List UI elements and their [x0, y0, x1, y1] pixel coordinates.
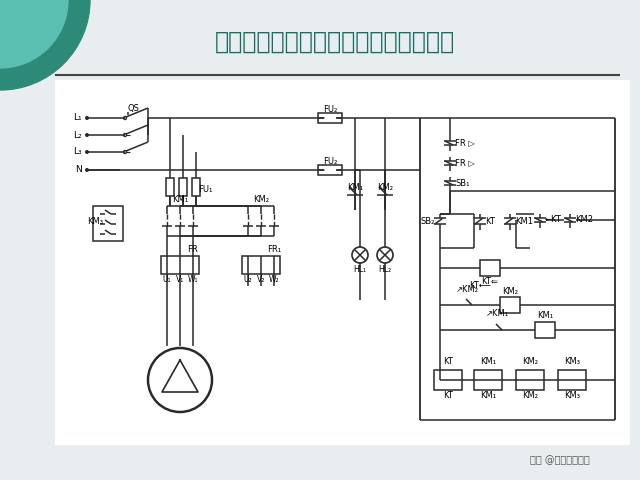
Text: FR ▷: FR ▷ — [455, 139, 475, 147]
Text: V₁: V₁ — [176, 276, 184, 285]
Bar — [55, 80, 630, 445]
Bar — [55, 80, 630, 445]
Text: KM1: KM1 — [515, 216, 533, 226]
Text: KM₃: KM₃ — [87, 216, 103, 226]
Text: FR₁: FR₁ — [267, 244, 281, 253]
Bar — [318, 113, 342, 123]
Text: L₁: L₁ — [74, 113, 82, 122]
Bar — [480, 260, 500, 276]
Text: KM₂: KM₂ — [522, 358, 538, 367]
Text: KM₂: KM₂ — [522, 392, 538, 400]
Text: KM₃: KM₃ — [564, 358, 580, 367]
Text: SB₁: SB₁ — [455, 179, 470, 188]
Text: L₂: L₂ — [74, 131, 82, 140]
Text: KM₁: KM₁ — [480, 358, 496, 367]
Bar — [318, 165, 342, 175]
Text: 时间继电器切换的双速电动机控制线路: 时间继电器切换的双速电动机控制线路 — [215, 30, 455, 54]
Bar — [434, 370, 462, 390]
Text: W₁: W₁ — [188, 276, 198, 285]
Bar — [500, 297, 520, 313]
Circle shape — [85, 116, 89, 120]
Bar — [179, 178, 187, 196]
Text: FU₁: FU₁ — [198, 185, 212, 194]
Text: KM₂: KM₂ — [377, 182, 393, 192]
Text: KT: KT — [443, 392, 453, 400]
Text: FR ▷: FR ▷ — [455, 158, 475, 168]
Circle shape — [0, 0, 68, 68]
Text: ←KT: ←KT — [545, 216, 562, 225]
Text: KM₃: KM₃ — [564, 392, 580, 400]
Circle shape — [0, 0, 90, 90]
Bar — [516, 370, 544, 390]
Text: N: N — [76, 166, 82, 175]
Text: KT: KT — [485, 216, 495, 226]
Text: KT⟵: KT⟵ — [469, 281, 491, 290]
Bar — [161, 256, 199, 274]
Text: KM₁: KM₁ — [172, 194, 188, 204]
Text: U₂: U₂ — [244, 276, 252, 285]
Text: HL₂: HL₂ — [378, 264, 392, 274]
Circle shape — [377, 247, 393, 263]
Text: U₁: U₁ — [163, 276, 172, 285]
Text: V₂: V₂ — [257, 276, 265, 285]
Circle shape — [352, 247, 368, 263]
Text: KM2: KM2 — [575, 216, 593, 225]
Bar — [474, 370, 502, 390]
Circle shape — [148, 348, 212, 412]
Text: QS: QS — [127, 104, 139, 112]
Text: KM₁: KM₁ — [347, 182, 363, 192]
Text: L₃: L₃ — [74, 147, 82, 156]
Bar — [166, 178, 174, 196]
Bar — [558, 370, 586, 390]
Text: FR: FR — [188, 244, 198, 253]
Text: FU₂: FU₂ — [323, 106, 337, 115]
Text: 头条 @徐州傻哥五金: 头条 @徐州傻哥五金 — [530, 455, 590, 465]
Text: HL₁: HL₁ — [353, 264, 367, 274]
Text: ↗KM₁: ↗KM₁ — [485, 310, 509, 319]
Text: KM₂: KM₂ — [502, 287, 518, 296]
Text: SB₂: SB₂ — [420, 216, 435, 226]
Bar — [242, 256, 280, 274]
Text: KM₁: KM₁ — [537, 312, 553, 321]
Text: ↗KM₂: ↗KM₂ — [456, 285, 479, 293]
Text: KM₁: KM₁ — [480, 392, 496, 400]
Circle shape — [85, 168, 89, 172]
Text: FU₂: FU₂ — [323, 157, 337, 167]
Text: KT: KT — [443, 358, 453, 367]
Text: KT⇐: KT⇐ — [481, 277, 499, 287]
Circle shape — [85, 133, 89, 137]
Bar — [535, 322, 555, 338]
Text: W₂: W₂ — [269, 276, 279, 285]
Bar — [192, 178, 200, 196]
Circle shape — [85, 150, 89, 154]
Bar — [93, 206, 123, 241]
Text: KM₂: KM₂ — [253, 194, 269, 204]
